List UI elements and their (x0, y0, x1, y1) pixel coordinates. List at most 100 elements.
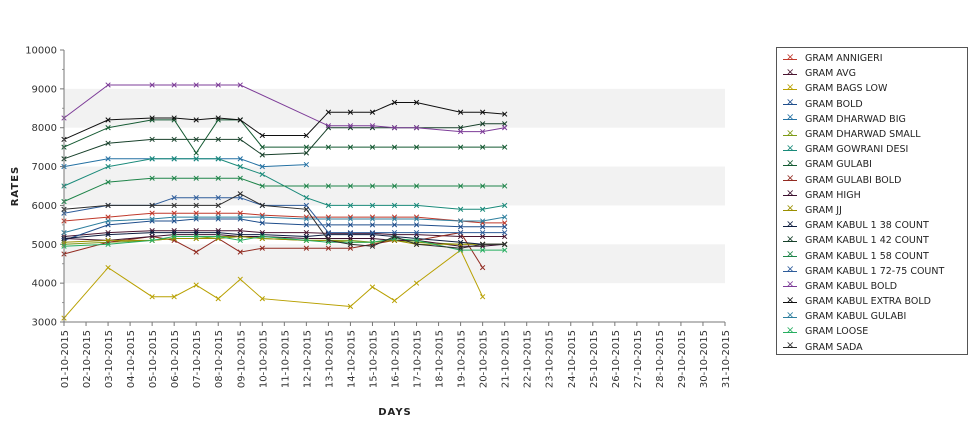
legend-symbol: × (783, 341, 797, 352)
x-tick-label: 30-10-2015 (699, 330, 710, 388)
data-point (171, 229, 177, 236)
data-point (303, 216, 310, 222)
data-point (303, 245, 310, 251)
data-point (193, 202, 199, 209)
data-point (237, 117, 243, 123)
data-point (105, 264, 111, 271)
legend-label: GRAM GOWRANI DESI (805, 144, 909, 156)
legend-label: GRAM DHARWAD BIG (805, 113, 906, 125)
data-point (193, 136, 199, 143)
y-tick-label: 7000 (32, 162, 57, 173)
x-tick-label: 01-10-2015 (60, 330, 71, 388)
data-point (325, 237, 332, 244)
y-tick-label: 3000 (32, 318, 57, 329)
data-point (347, 216, 354, 222)
data-point (237, 136, 243, 143)
data-point (193, 156, 199, 162)
data-point (149, 237, 155, 244)
data-point (237, 228, 243, 234)
data-point (259, 245, 265, 251)
data-point (171, 136, 177, 143)
data-point (325, 216, 332, 222)
data-point (237, 237, 243, 244)
legend-symbol: × (783, 219, 797, 231)
data-point (215, 175, 221, 181)
series (61, 117, 508, 156)
legend-item: × GRAM KABUL 1 72-75 COUNT (783, 264, 967, 279)
x-tick-label: 13-10-2015 (324, 330, 335, 388)
data-point (325, 229, 332, 236)
x-axis-label: DAYS (378, 407, 412, 418)
x-tick-label: 04-10-2015 (126, 330, 137, 388)
legend-label: GRAM AVG (805, 68, 857, 80)
x-tick-label: 08-10-2015 (214, 330, 225, 388)
data-point (479, 229, 486, 236)
data-point (347, 241, 354, 247)
data-point (325, 123, 332, 129)
legend-item: × GRAM GOWRANI DESI (783, 142, 967, 157)
data-point (479, 128, 486, 135)
data-point (237, 214, 243, 220)
data-point (259, 132, 265, 139)
data-point (259, 231, 265, 238)
data-point (215, 156, 221, 162)
grid-band (64, 244, 725, 284)
data-point (502, 233, 508, 240)
data-point (502, 125, 508, 131)
data-point (303, 237, 310, 244)
data-point (259, 183, 265, 189)
legend-symbol: × (783, 158, 797, 170)
y-tick-label: 5000 (32, 240, 57, 251)
data-point (171, 195, 177, 201)
legend-item: × GRAM KABUL EXTRA BOLD (783, 294, 967, 309)
legend-label: GRAM SADA (805, 341, 863, 353)
x-tick-label: 24-10-2015 (567, 330, 578, 388)
data-point (369, 123, 376, 129)
legend-symbol: × (783, 325, 797, 337)
data-point (502, 111, 508, 117)
data-point (479, 247, 486, 253)
data-point (502, 144, 508, 150)
data-point (391, 144, 398, 150)
legend-symbol: × (783, 204, 797, 215)
legend-label: GRAM LOOSE (805, 326, 869, 338)
data-point (347, 109, 354, 115)
series-line (63, 158, 307, 168)
data-point (149, 216, 155, 222)
data-point (369, 109, 376, 115)
data-point (413, 144, 420, 150)
data-point (325, 183, 332, 189)
series (61, 247, 486, 321)
data-point (457, 144, 464, 150)
data-point (479, 206, 486, 212)
data-point (215, 202, 221, 209)
data-point (237, 191, 243, 197)
data-point (369, 144, 376, 150)
legend-label: GRAM KABUL GULABI (805, 311, 907, 323)
data-point (193, 233, 199, 240)
data-point (259, 233, 265, 240)
series (61, 191, 508, 251)
legend-symbol: × (783, 128, 797, 140)
data-point (369, 284, 376, 290)
series (61, 175, 508, 205)
series (61, 156, 508, 212)
data-point (259, 220, 265, 226)
data-point (413, 183, 420, 189)
y-tick-label: 9000 (32, 84, 57, 95)
data-point (391, 125, 398, 131)
data-point (149, 210, 155, 216)
legend-symbol: × (783, 113, 797, 124)
data-point (347, 303, 354, 310)
data-point (413, 280, 420, 286)
y-tick-label: 6000 (32, 201, 57, 212)
x-tick-label: 27-10-2015 (633, 330, 644, 388)
legend-label: GRAM ANNIGERI (805, 53, 883, 65)
series (61, 214, 508, 236)
data-point (105, 82, 111, 88)
data-point (347, 123, 354, 129)
legend-item: × GRAM AVG (783, 66, 967, 81)
x-tick-label: 28-10-2015 (655, 330, 666, 388)
data-point (171, 82, 177, 88)
legend-symbol: × (783, 234, 797, 246)
